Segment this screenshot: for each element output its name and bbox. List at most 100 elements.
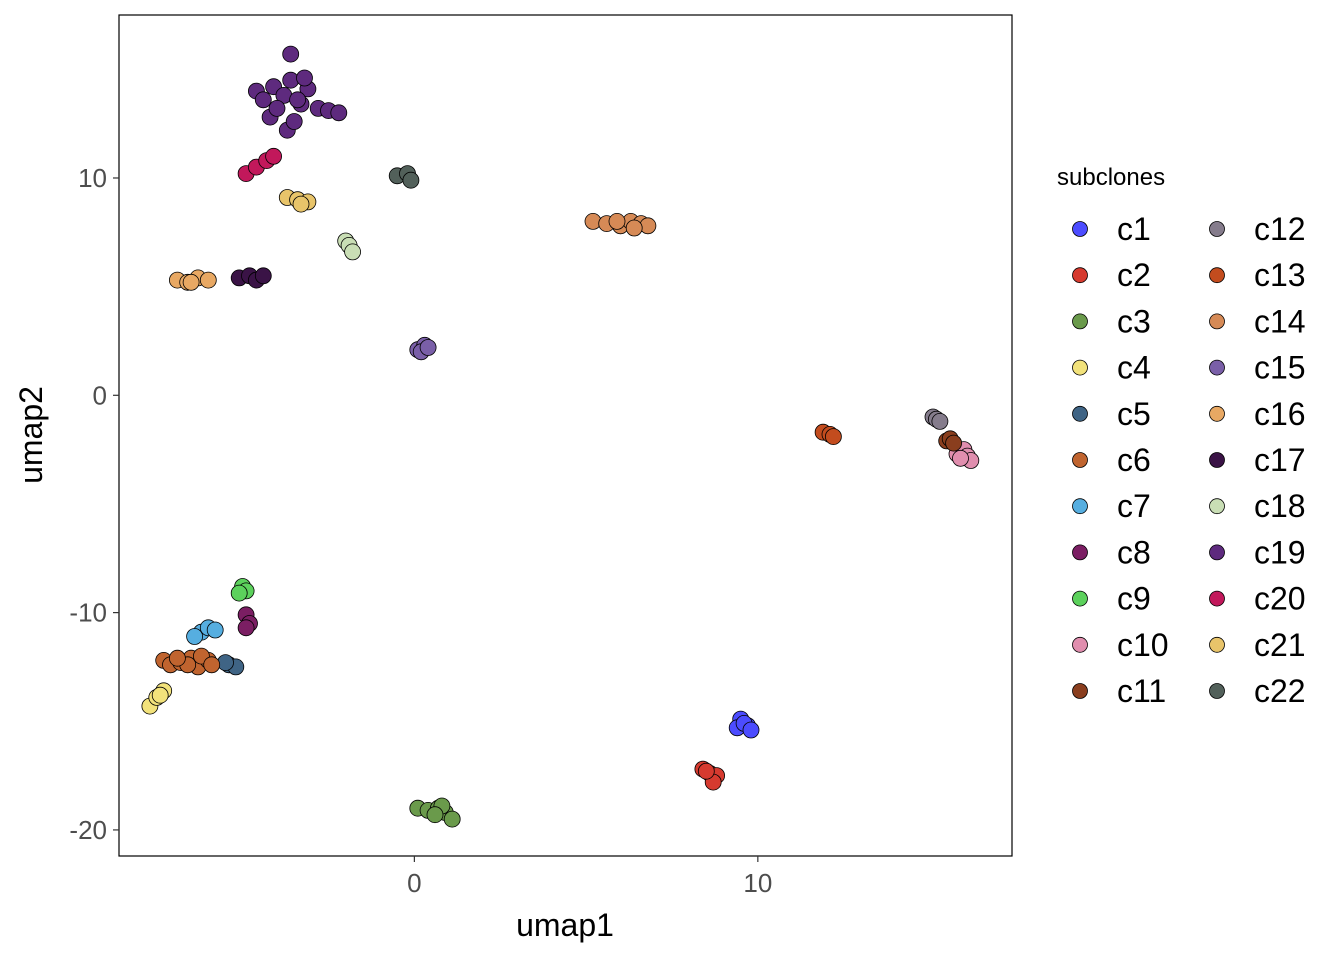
point-c19 [282, 45, 300, 63]
legend-item-c15: c15 [1209, 350, 1306, 386]
series-c16 [168, 269, 217, 291]
legend-item-c19: c19 [1209, 534, 1306, 570]
legend-key-c10 [1072, 636, 1088, 653]
y-axis: -20 -10 0 10 [69, 163, 119, 845]
point-c19 [282, 71, 300, 89]
point-c19 [330, 104, 348, 122]
legend: c1 c2 c3 c4 c5 c6 c7 c8 c9 c10 c11 c12 c13 c14 c15 c16 c… [1072, 211, 1306, 709]
point-c4 [151, 686, 169, 704]
legend-label-c14: c14 [1254, 303, 1306, 339]
legend-label-c4: c4 [1117, 350, 1151, 386]
legend-key-c18 [1209, 498, 1225, 515]
series-c8 [237, 606, 258, 637]
series-c9 [230, 578, 255, 602]
legend-item-c12: c12 [1209, 211, 1306, 247]
point-c5 [217, 654, 234, 671]
point-c7 [206, 621, 224, 639]
legend-key-c17 [1209, 452, 1225, 468]
legend-label-c5: c5 [1117, 396, 1151, 432]
series-c13 [814, 423, 842, 446]
legend-label-c8: c8 [1117, 534, 1151, 570]
point-c17 [254, 267, 272, 285]
legend-label-c1: c1 [1117, 211, 1151, 247]
legend-item-c7: c7 [1072, 488, 1151, 524]
legend-item-c17: c17 [1209, 442, 1306, 478]
legend-label-c18: c18 [1254, 488, 1306, 524]
y-tick-label: 0 [93, 380, 107, 410]
legend-key-c21 [1209, 636, 1225, 653]
series-c2 [694, 760, 725, 791]
point-c19 [254, 91, 272, 109]
point-c2 [697, 762, 715, 780]
legend-label-c10: c10 [1117, 627, 1169, 663]
point-c7 [186, 628, 204, 645]
legend-item-c10: c10 [1072, 627, 1169, 663]
series-c19 [247, 45, 348, 139]
x-axis-title: umap1 [516, 907, 614, 943]
series-c15 [409, 336, 437, 361]
legend-item-c1: c1 [1072, 211, 1151, 247]
legend-label-c9: c9 [1117, 581, 1151, 617]
legend-key-c7 [1072, 498, 1088, 515]
series-c11 [938, 430, 962, 452]
point-c14 [608, 212, 626, 230]
series-c17 [230, 267, 272, 289]
legend-label-c21: c21 [1254, 627, 1306, 663]
series-c4 [141, 682, 173, 715]
legend-item-c5: c5 [1072, 396, 1151, 432]
plot-panel [118, 14, 1013, 857]
series-c21 [278, 189, 317, 213]
point-c19 [268, 100, 286, 117]
point-c19 [285, 113, 303, 130]
legend-key-c20 [1209, 590, 1225, 607]
series-c7 [186, 619, 224, 645]
legend-key-c15 [1209, 359, 1225, 376]
point-c10 [952, 449, 969, 467]
legend-key-c5 [1072, 405, 1088, 422]
legend-key-c12 [1209, 221, 1225, 237]
legend-item-c16: c16 [1209, 396, 1306, 432]
legend-item-c11: c11 [1072, 673, 1166, 709]
series-c5 [217, 654, 245, 676]
legend-item-c8: c8 [1072, 534, 1151, 570]
legend-label-c6: c6 [1117, 442, 1151, 478]
legend-label-c19: c19 [1254, 534, 1306, 570]
legend-key-c19 [1209, 544, 1225, 561]
y-tick-label: -10 [69, 598, 107, 628]
point-c15 [419, 339, 437, 356]
point-c13 [825, 428, 842, 446]
points-layer [141, 45, 980, 828]
point-c22 [402, 171, 420, 189]
y-tick-label: 10 [78, 163, 107, 193]
y-axis-title: umap2 [13, 386, 49, 484]
point-c3 [443, 810, 461, 828]
legend-label-c13: c13 [1254, 257, 1306, 293]
series-c20 [237, 147, 283, 183]
x-axis: 0 10 [407, 856, 772, 898]
legend-label-c15: c15 [1254, 350, 1306, 386]
legend-label-c11: c11 [1117, 673, 1166, 709]
legend-item-c13: c13 [1209, 257, 1306, 293]
point-c12 [931, 412, 949, 430]
legend-item-c20: c20 [1209, 581, 1306, 617]
series-c3 [409, 797, 461, 828]
legend-key-c13 [1209, 267, 1225, 284]
point-c14 [625, 219, 643, 237]
legend-item-c2: c2 [1072, 257, 1151, 293]
point-c16 [199, 271, 217, 289]
series-c1 [728, 710, 760, 739]
legend-label-c7: c7 [1117, 488, 1151, 524]
legend-label-c16: c16 [1254, 396, 1306, 432]
legend-label-c12: c12 [1254, 211, 1306, 247]
legend-label-c3: c3 [1117, 303, 1151, 339]
legend-label-c2: c2 [1117, 257, 1151, 293]
point-c20 [265, 147, 283, 165]
legend-item-c4: c4 [1072, 350, 1151, 386]
legend-title: subclones [1057, 164, 1165, 191]
legend-item-c9: c9 [1072, 581, 1151, 617]
point-c21 [292, 195, 310, 213]
point-c19 [296, 69, 313, 87]
legend-key-c11 [1072, 683, 1088, 699]
point-c3 [426, 806, 444, 824]
